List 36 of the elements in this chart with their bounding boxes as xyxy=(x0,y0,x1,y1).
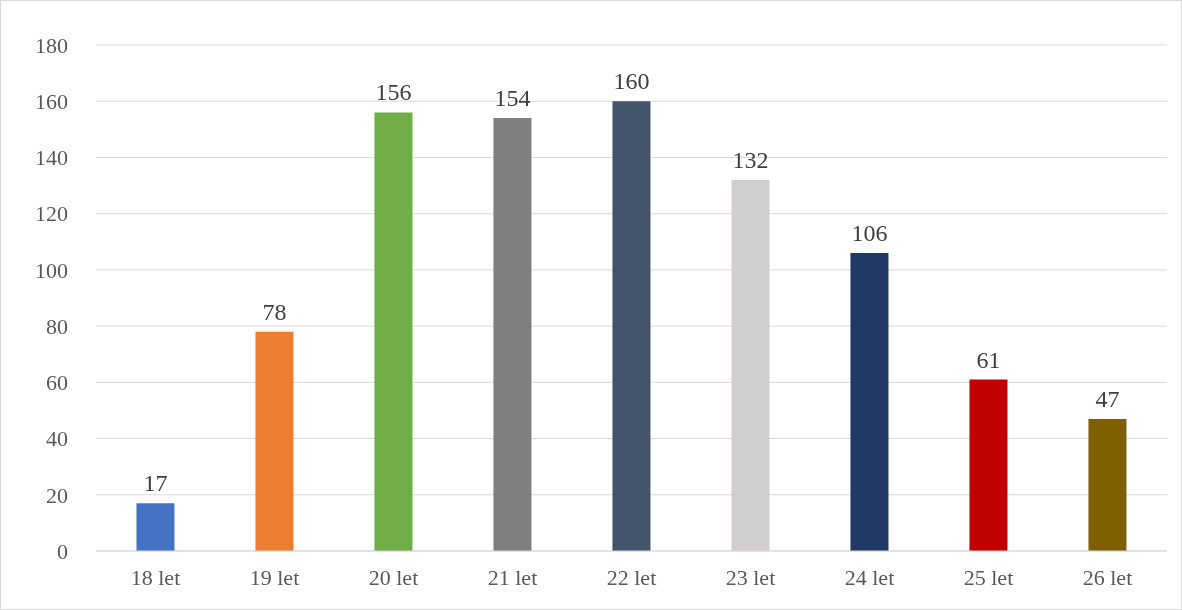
x-tick-label: 19 let xyxy=(249,564,300,590)
data-label: 132 xyxy=(732,146,769,173)
data-label: 61 xyxy=(976,346,1001,373)
y-tick-label: 120 xyxy=(35,201,68,227)
x-tick-label: 25 let xyxy=(963,564,1014,590)
x-tick-label: 20 let xyxy=(368,564,419,590)
data-label: 78 xyxy=(262,298,287,325)
data-label: 154 xyxy=(494,85,531,112)
data-label: 17 xyxy=(143,470,168,497)
data-label: 106 xyxy=(851,220,888,247)
x-tick-label: 24 let xyxy=(844,564,895,590)
bar xyxy=(1088,418,1127,551)
bar xyxy=(493,118,532,551)
y-tick-label: 140 xyxy=(35,145,68,171)
x-tick-label: 21 let xyxy=(487,564,538,590)
bar xyxy=(136,503,175,551)
x-tick-label: 18 let xyxy=(130,564,181,590)
y-tick-label: 20 xyxy=(46,482,68,508)
bar xyxy=(612,101,651,551)
bar xyxy=(969,379,1008,551)
x-tick-label: 23 let xyxy=(725,564,776,590)
y-tick-label: 100 xyxy=(35,257,68,283)
y-tick-label: 160 xyxy=(35,89,68,115)
y-tick-label: 40 xyxy=(46,426,68,452)
bar xyxy=(255,331,294,551)
bar xyxy=(850,253,889,551)
data-label: 156 xyxy=(375,79,412,106)
y-tick-label: 0 xyxy=(57,538,68,564)
y-tick-label: 180 xyxy=(35,32,68,58)
data-label: 47 xyxy=(1095,385,1120,412)
bar xyxy=(374,112,413,551)
data-label: 160 xyxy=(613,68,650,95)
x-tick-label: 26 let xyxy=(1082,564,1133,590)
y-tick-label: 60 xyxy=(46,370,68,396)
y-tick-label: 80 xyxy=(46,313,68,339)
x-tick-label: 22 let xyxy=(606,564,657,590)
